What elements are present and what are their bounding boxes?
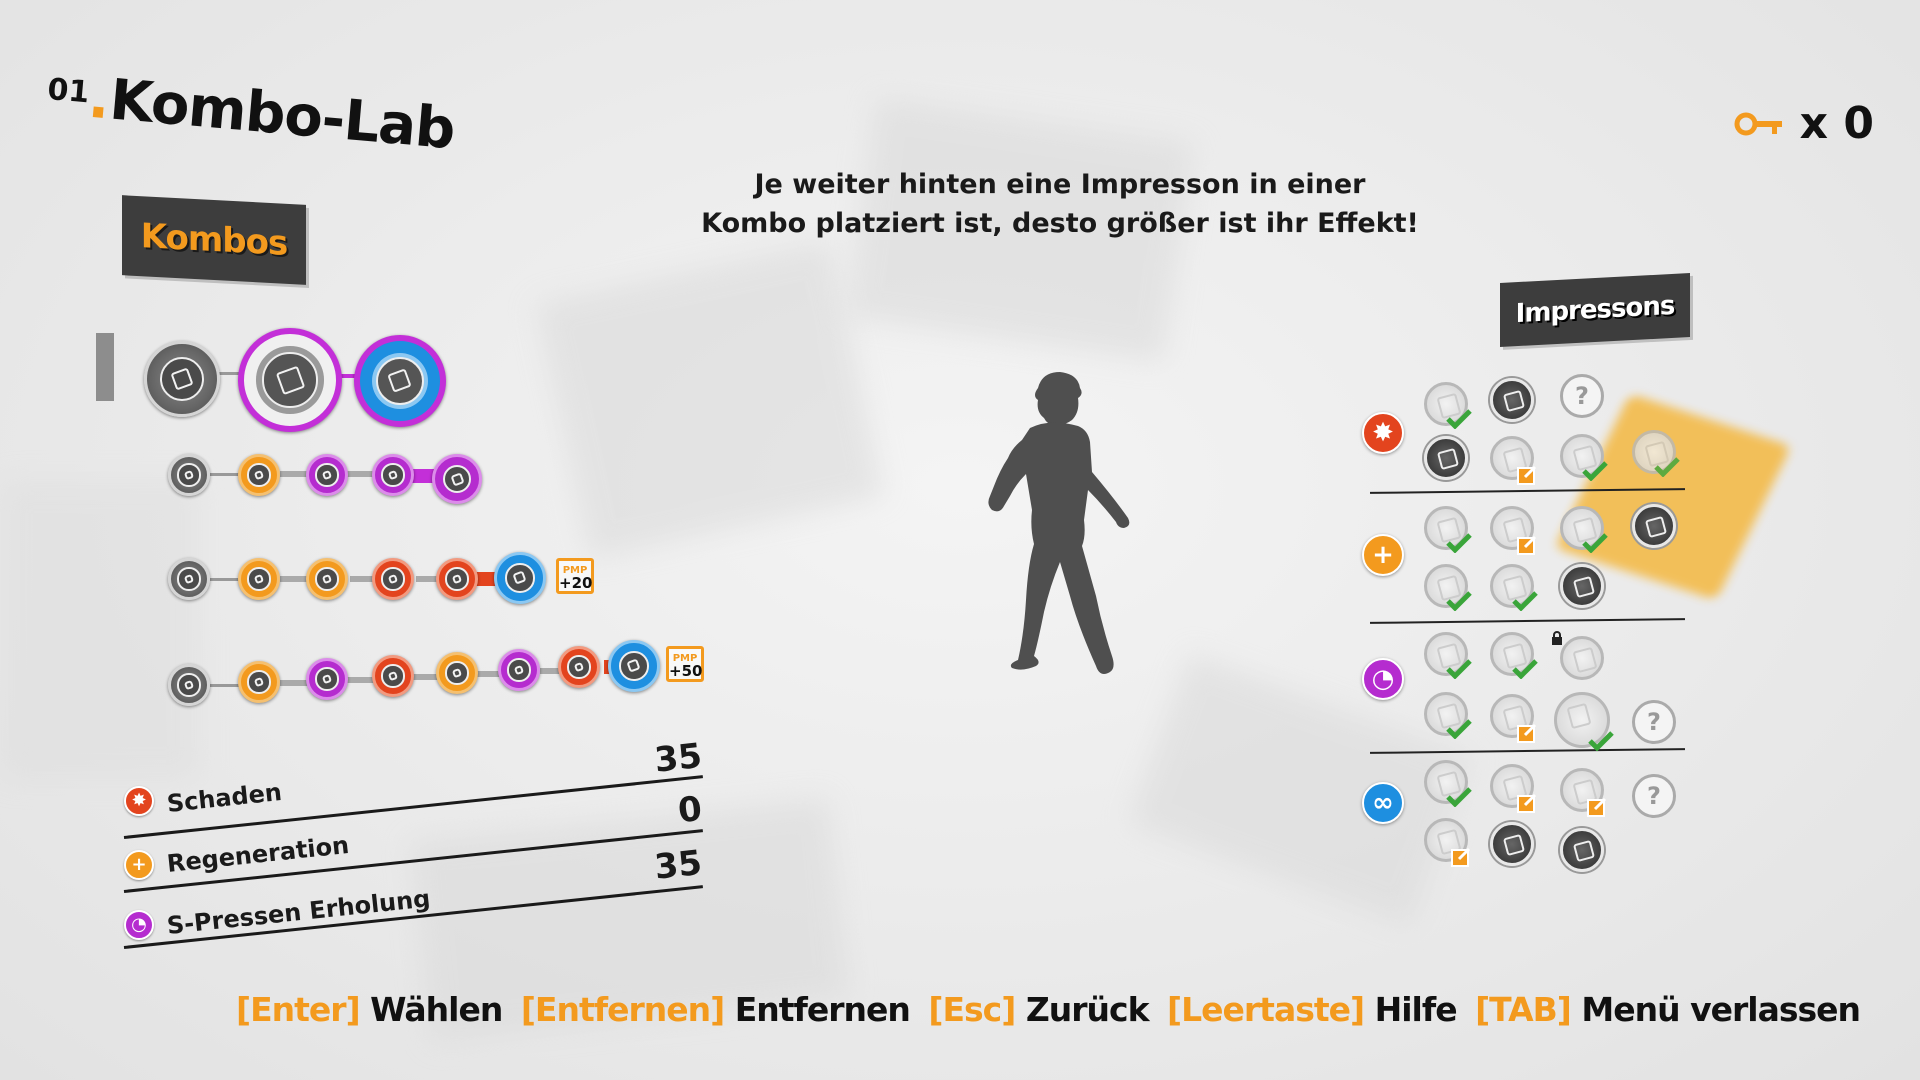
character-silhouette [988,372,1130,674]
combo-orb[interactable] [432,454,482,504]
combo-orb[interactable] [372,454,414,496]
impresson-slot[interactable] [1490,632,1538,679]
combo-orb[interactable] [306,558,348,600]
burst-icon: ✸ [1362,412,1404,454]
impresson-slot[interactable] [1560,564,1604,608]
impresson-slot[interactable] [1490,378,1534,422]
title-text: Kombo-Lab [107,67,458,163]
impresson-slot[interactable] [1560,828,1604,872]
bonus-label: PMP [672,653,698,664]
combo-selection-indicator [96,333,114,401]
impresson-slot[interactable] [1490,694,1537,743]
action-exit-menu[interactable]: Menü verlassen [1581,990,1861,1029]
kombos-tab[interactable]: Kombos [122,195,306,285]
combo-orb[interactable] [436,558,478,600]
key-enter: [Enter] [236,990,361,1029]
lock-icon [1552,631,1562,645]
stat-label: S-Pressen Erholung [165,884,432,940]
title-number: 01 [46,71,91,111]
impresson-slot[interactable] [1424,818,1471,867]
combo-orb[interactable] [168,558,210,600]
impresson-slot[interactable] [1424,382,1472,429]
hint-line-2: Kombo platziert ist, desto größer ist ih… [701,208,1419,239]
impresson-slot[interactable] [1490,822,1534,866]
plus-icon: + [1362,534,1404,576]
impresson-slot[interactable] [1490,436,1537,485]
pmp-bonus-badge: PMP +50 [666,646,704,682]
key-esc: [Esc] [928,990,1016,1029]
key-counter: x 0 [1734,98,1874,149]
combo-orb[interactable] [608,640,660,692]
impressons-tab[interactable]: Impressons [1500,273,1690,347]
impresson-slot[interactable] [1424,632,1472,679]
impresson-slot[interactable] [1560,506,1608,553]
combo-orb[interactable] [306,658,348,700]
plus-icon: + [124,850,154,880]
combo-orb[interactable] [144,341,220,417]
impresson-slot[interactable] [1560,768,1607,817]
impresson-slot[interactable] [1490,506,1537,555]
combo-orb[interactable] [354,335,446,427]
combo-orb[interactable] [168,454,210,496]
combo-orb[interactable] [436,652,478,694]
combo-orb[interactable] [372,558,414,600]
impresson-slot[interactable] [1632,504,1676,548]
impresson-slot-selected[interactable] [1554,692,1614,751]
bonus-value: +50 [669,662,703,680]
hint-line-1: Je weiter hinten eine Impresson in einer [754,169,1366,200]
impresson-slot[interactable] [1424,436,1468,480]
combo-orb[interactable] [168,664,210,706]
combo-orb[interactable] [306,454,348,496]
impresson-slot-unknown[interactable]: ? [1560,374,1604,418]
impresson-slot[interactable] [1490,764,1537,813]
stat-label: Schaden [165,778,284,818]
impresson-slot-locked[interactable] [1552,631,1604,680]
combo-orb[interactable] [494,552,546,604]
combo-orb[interactable] [372,655,414,697]
combo-orb[interactable] [238,328,342,432]
impresson-slot-unknown[interactable]: ? [1632,700,1676,744]
impresson-slot[interactable] [1632,430,1680,477]
kombos-tab-label: Kombos [140,216,288,264]
bonus-value: +20 [559,574,593,592]
key-icon [1734,112,1782,135]
clock-icon: ◔ [1362,658,1404,700]
combo-orb[interactable] [558,646,600,688]
impresson-slot[interactable] [1490,564,1538,611]
action-back[interactable]: Zurück [1025,990,1150,1029]
combo-orb[interactable] [498,649,540,691]
key-space: [Leertaste] [1167,990,1365,1029]
controls-hint-bar: [Enter] Wählen [Entfernen] Entfernen [Es… [236,990,1868,1029]
hint-text: Je weiter hinten eine Impresson in einer… [580,165,1540,243]
burst-icon: ✸ [124,786,154,816]
clock-icon: ◔ [124,910,154,940]
key-tab: [TAB] [1475,990,1572,1029]
impresson-slot[interactable] [1424,760,1472,807]
impresson-slot[interactable] [1424,506,1472,553]
action-remove[interactable]: Entfernen [734,990,911,1029]
impresson-slot-unknown[interactable]: ? [1632,774,1676,818]
key-delete: [Entfernen] [520,990,725,1029]
bonus-label: PMP [562,565,588,576]
page-title: 01.Kombo-Lab [44,62,458,163]
impresson-slot[interactable] [1560,434,1608,481]
combo-orb[interactable] [238,558,280,600]
impressons-tab-label: Impressons [1515,290,1675,330]
combo-orb[interactable] [238,661,280,703]
impresson-slot[interactable] [1424,564,1472,611]
stat-value: 35 [652,842,704,888]
pmp-bonus-badge: PMP +20 [556,558,594,594]
link-icon: ∞ [1362,782,1404,824]
combo-orb[interactable] [238,454,280,496]
action-help[interactable]: Hilfe [1374,990,1458,1029]
action-select[interactable]: Wählen [370,990,503,1029]
impresson-slot[interactable] [1424,692,1472,739]
key-count: x 0 [1799,98,1874,149]
